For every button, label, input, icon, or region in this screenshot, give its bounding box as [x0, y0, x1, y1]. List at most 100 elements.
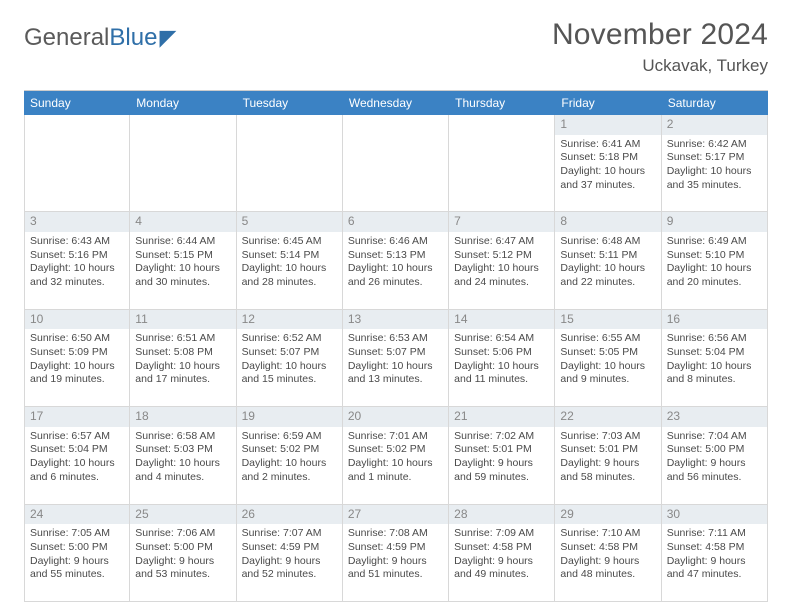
day-cell: 14Sunrise: 6:54 AMSunset: 5:06 PMDayligh…	[449, 310, 555, 407]
daylight-text: Daylight: 10 hours and 32 minutes.	[30, 262, 124, 289]
sunset-text: Sunset: 5:00 PM	[30, 541, 124, 555]
sunset-text: Sunset: 5:15 PM	[135, 249, 230, 263]
sunset-text: Sunset: 5:00 PM	[135, 541, 230, 555]
day-cell	[237, 115, 343, 212]
sunset-text: Sunset: 4:58 PM	[560, 541, 655, 555]
day-cell: 22Sunrise: 7:03 AMSunset: 5:01 PMDayligh…	[555, 407, 661, 504]
sunset-text: Sunset: 5:09 PM	[30, 346, 124, 360]
day-cell	[343, 115, 449, 212]
day-cell: 16Sunrise: 6:56 AMSunset: 5:04 PMDayligh…	[662, 310, 768, 407]
brand-grey: General	[24, 24, 109, 52]
sunrise-text: Sunrise: 6:47 AM	[454, 235, 549, 249]
day-number	[449, 115, 554, 119]
day-number	[343, 115, 448, 119]
daylight-text: Daylight: 10 hours and 19 minutes.	[30, 360, 124, 387]
sunrise-text: Sunrise: 6:42 AM	[667, 138, 762, 152]
day-cell: 26Sunrise: 7:07 AMSunset: 4:59 PMDayligh…	[237, 505, 343, 602]
dow-cell: Friday	[555, 91, 661, 115]
sunrise-text: Sunrise: 6:58 AM	[135, 430, 230, 444]
sunrise-text: Sunrise: 6:46 AM	[348, 235, 443, 249]
daylight-text: Daylight: 9 hours and 53 minutes.	[135, 555, 230, 582]
day-number: 9	[662, 212, 767, 232]
sunrise-text: Sunrise: 6:41 AM	[560, 138, 655, 152]
sunrise-text: Sunrise: 6:55 AM	[560, 332, 655, 346]
day-number	[25, 115, 129, 119]
day-number: 21	[449, 407, 554, 427]
sunset-text: Sunset: 5:04 PM	[667, 346, 762, 360]
location-label: Uckavak, Turkey	[552, 56, 768, 76]
day-number: 2	[662, 115, 767, 135]
day-cell: 2Sunrise: 6:42 AMSunset: 5:17 PMDaylight…	[662, 115, 768, 212]
day-cell: 8Sunrise: 6:48 AMSunset: 5:11 PMDaylight…	[555, 212, 661, 309]
daylight-text: Daylight: 9 hours and 56 minutes.	[667, 457, 762, 484]
sunrise-text: Sunrise: 6:44 AM	[135, 235, 230, 249]
sunset-text: Sunset: 5:07 PM	[348, 346, 443, 360]
day-number: 4	[130, 212, 235, 232]
day-cell: 17 Sunrise: 6:57 AMSunset: 5:04 PMDayligh…	[24, 407, 130, 504]
day-number: 26	[237, 505, 342, 525]
sunrise-text: Sunrise: 6:51 AM	[135, 332, 230, 346]
day-cell: 5Sunrise: 6:45 AMSunset: 5:14 PMDaylight…	[237, 212, 343, 309]
sunset-text: Sunset: 5:14 PM	[242, 249, 337, 263]
sunset-text: Sunset: 5:04 PM	[30, 443, 124, 457]
sunrise-text: Sunrise: 6:50 AM	[30, 332, 124, 346]
daylight-text: Daylight: 9 hours and 47 minutes.	[667, 555, 762, 582]
sunset-text: Sunset: 4:58 PM	[454, 541, 549, 555]
daylight-text: Daylight: 9 hours and 48 minutes.	[560, 555, 655, 582]
sunset-text: Sunset: 5:13 PM	[348, 249, 443, 263]
dow-cell: Tuesday	[237, 91, 343, 115]
sunset-text: Sunset: 5:10 PM	[667, 249, 762, 263]
sunset-text: Sunset: 5:01 PM	[454, 443, 549, 457]
day-number: 30	[662, 505, 767, 525]
dow-cell: Thursday	[449, 91, 555, 115]
dow-cell: Monday	[130, 91, 236, 115]
week-row: 3Sunrise: 6:43 AMSunset: 5:16 PMDaylight…	[24, 212, 768, 309]
day-number: 19	[237, 407, 342, 427]
day-number: 5	[237, 212, 342, 232]
day-number: 16	[662, 310, 767, 330]
day-number: 1	[555, 115, 660, 135]
daylight-text: Daylight: 10 hours and 26 minutes.	[348, 262, 443, 289]
daylight-text: Daylight: 10 hours and 13 minutes.	[348, 360, 443, 387]
sunrise-text: Sunrise: 6:54 AM	[454, 332, 549, 346]
daylight-text: Daylight: 10 hours and 6 minutes.	[30, 457, 124, 484]
week-row: 24Sunrise: 7:05 AMSunset: 5:00 PMDayligh…	[24, 505, 768, 602]
day-number: 17	[25, 407, 129, 427]
sunset-text: Sunset: 5:02 PM	[242, 443, 337, 457]
day-number: 23	[662, 407, 767, 427]
sunset-text: Sunset: 5:18 PM	[560, 151, 655, 165]
daylight-text: Daylight: 10 hours and 17 minutes.	[135, 360, 230, 387]
sunrise-text: Sunrise: 7:02 AM	[454, 430, 549, 444]
daylight-text: Daylight: 10 hours and 1 minute.	[348, 457, 443, 484]
day-cell: 7Sunrise: 6:47 AMSunset: 5:12 PMDaylight…	[449, 212, 555, 309]
day-cell: 25Sunrise: 7:06 AMSunset: 5:00 PMDayligh…	[130, 505, 236, 602]
day-cell	[24, 115, 130, 212]
daylight-text: Daylight: 10 hours and 4 minutes.	[135, 457, 230, 484]
sunrise-text: Sunrise: 7:04 AM	[667, 430, 762, 444]
sunrise-text: Sunrise: 7:11 AM	[667, 527, 762, 541]
sunrise-text: Sunrise: 6:57 AM	[30, 430, 124, 444]
sunrise-text: Sunrise: 6:53 AM	[348, 332, 443, 346]
day-cell: 24Sunrise: 7:05 AMSunset: 5:00 PMDayligh…	[24, 505, 130, 602]
sunset-text: Sunset: 4:59 PM	[242, 541, 337, 555]
month-title: November 2024	[552, 18, 768, 52]
sunrise-text: Sunrise: 7:09 AM	[454, 527, 549, 541]
sunset-text: Sunset: 4:58 PM	[667, 541, 762, 555]
day-cell: 10Sunrise: 6:50 AMSunset: 5:09 PMDayligh…	[24, 310, 130, 407]
daylight-text: Daylight: 10 hours and 35 minutes.	[667, 165, 762, 192]
dow-header-row: Sunday Monday Tuesday Wednesday Thursday…	[24, 91, 768, 115]
daylight-text: Daylight: 9 hours and 49 minutes.	[454, 555, 549, 582]
day-number: 13	[343, 310, 448, 330]
day-number	[130, 115, 235, 119]
day-cell: 29Sunrise: 7:10 AMSunset: 4:58 PMDayligh…	[555, 505, 661, 602]
daylight-text: Daylight: 10 hours and 20 minutes.	[667, 262, 762, 289]
sunrise-text: Sunrise: 6:59 AM	[242, 430, 337, 444]
day-cell	[449, 115, 555, 212]
day-cell: 9Sunrise: 6:49 AMSunset: 5:10 PMDaylight…	[662, 212, 768, 309]
daylight-text: Daylight: 10 hours and 11 minutes.	[454, 360, 549, 387]
daylight-text: Daylight: 10 hours and 30 minutes.	[135, 262, 230, 289]
day-cell	[130, 115, 236, 212]
sunset-text: Sunset: 5:03 PM	[135, 443, 230, 457]
week-row: 1 Sunrise: 6:41 AMSunset: 5:18 PM Daylight…	[24, 115, 768, 212]
brand-logo: GeneralBlue◤	[24, 24, 176, 52]
